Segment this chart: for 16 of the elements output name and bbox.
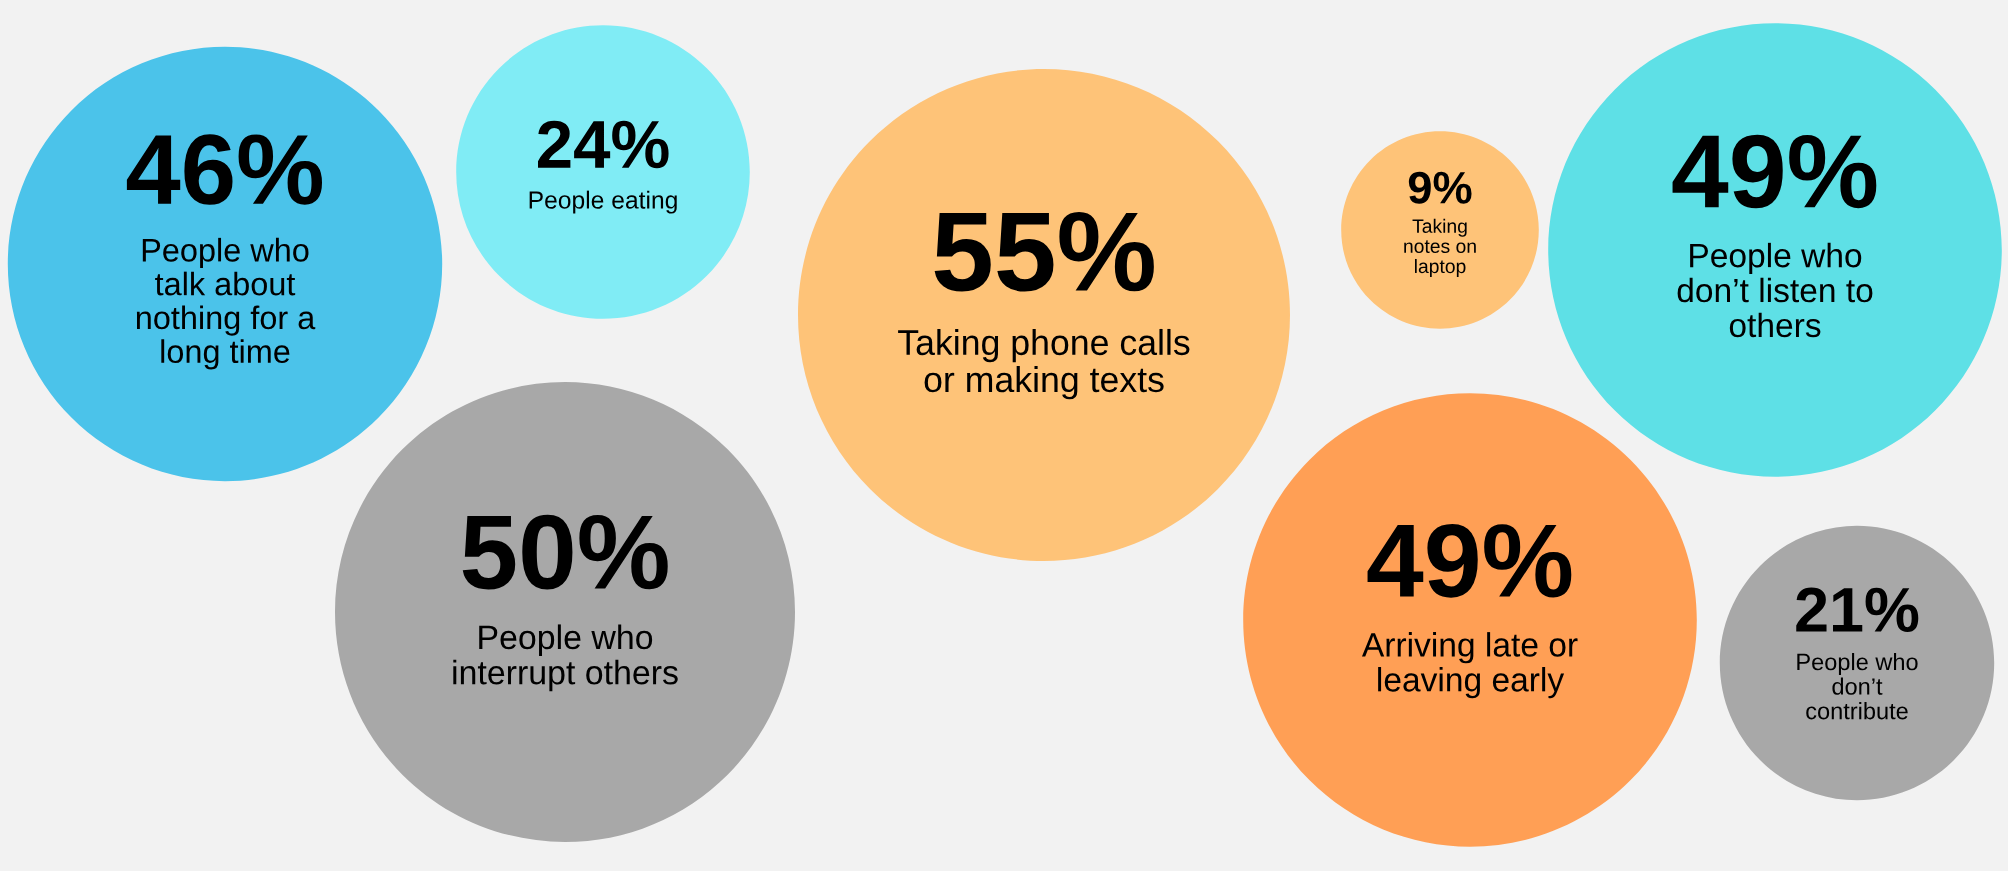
category-label: Arriving late or leaving early (1361, 632, 1578, 699)
data-label: 21% (1796, 587, 1919, 633)
data-label: 49% (1672, 134, 1877, 209)
category-label: People who don’t listen to others (1677, 242, 1873, 338)
category-label: Taking notes on laptop (1404, 218, 1476, 277)
data-label: 55% (934, 212, 1154, 292)
category-label: People eating (529, 190, 677, 214)
category-label: People who don’t contribute (1797, 652, 1918, 720)
data-label: 46% (126, 134, 322, 205)
data-label: 24% (538, 120, 669, 169)
data-label: 9% (1408, 171, 1472, 204)
data-label: 49% (1367, 524, 1572, 598)
data-label: 50% (462, 514, 668, 590)
category-label: People who interrupt others (453, 624, 678, 692)
category-label: People who talk about nothing for a long time (136, 237, 316, 370)
category-label: Taking phone calls or making texts (898, 328, 1190, 400)
